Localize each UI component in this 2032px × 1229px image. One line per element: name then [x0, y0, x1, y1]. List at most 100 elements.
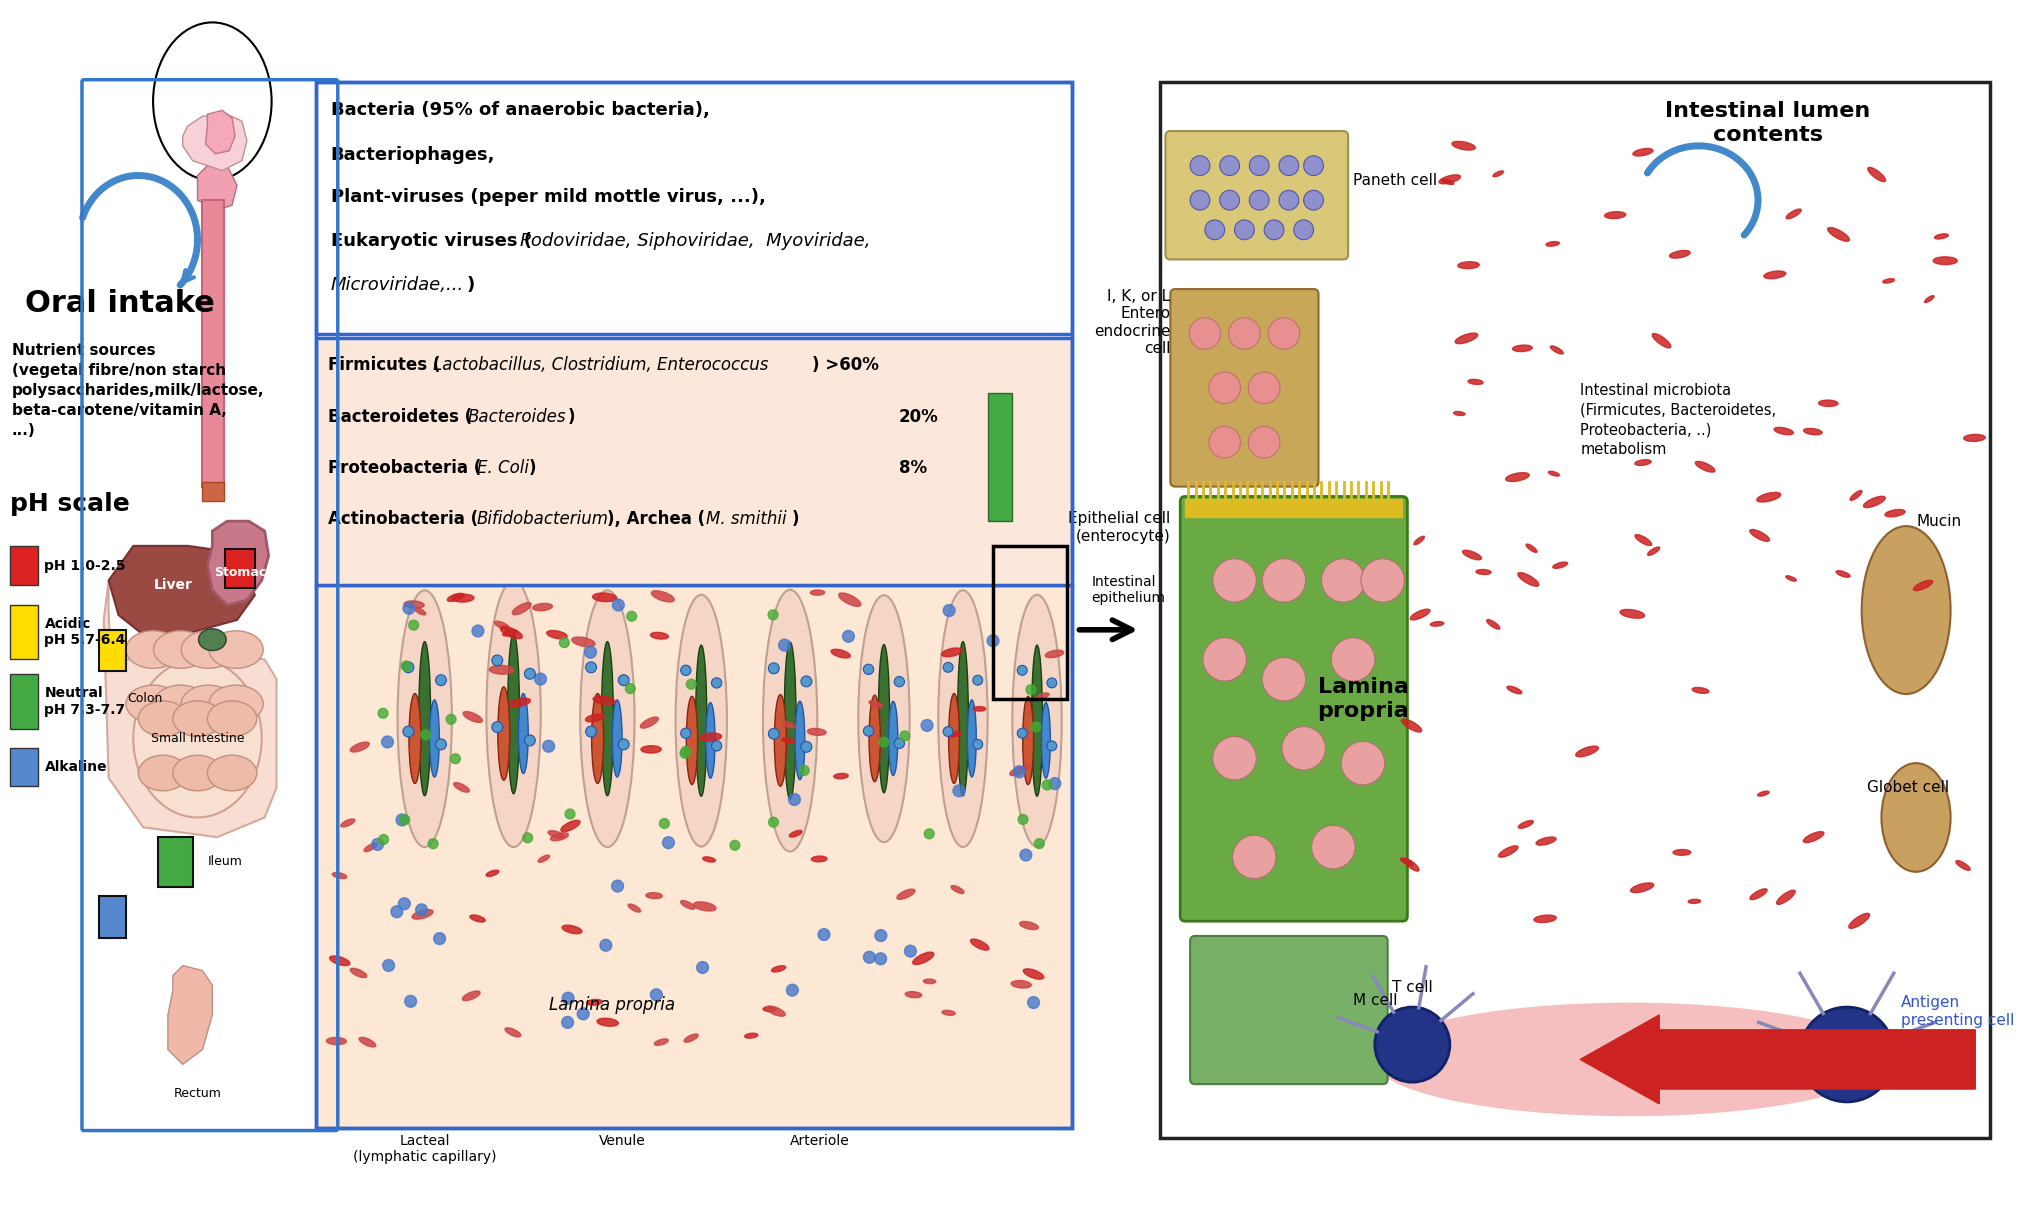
- Ellipse shape: [650, 591, 675, 602]
- Text: Paneth cell: Paneth cell: [1353, 173, 1437, 188]
- Circle shape: [1264, 220, 1284, 240]
- Ellipse shape: [744, 1034, 758, 1039]
- Ellipse shape: [1552, 562, 1567, 568]
- Ellipse shape: [490, 665, 514, 675]
- Text: Intestinal microbiota
(Firmicutes, Bacteroidetes,
Proteobacteria, ..)
metabolism: Intestinal microbiota (Firmicutes, Bacte…: [1579, 383, 1776, 457]
- Polygon shape: [104, 580, 276, 837]
- Circle shape: [801, 676, 811, 687]
- Text: T cell: T cell: [1392, 981, 1433, 995]
- Ellipse shape: [1030, 645, 1042, 796]
- Ellipse shape: [1652, 333, 1670, 348]
- Ellipse shape: [1402, 858, 1418, 871]
- Circle shape: [429, 838, 437, 849]
- FancyBboxPatch shape: [1170, 289, 1319, 487]
- Circle shape: [768, 610, 778, 619]
- Ellipse shape: [1802, 429, 1821, 435]
- Text: Mucin: Mucin: [1914, 514, 1961, 528]
- Circle shape: [626, 611, 636, 621]
- Circle shape: [402, 662, 415, 672]
- Bar: [10, 675, 37, 729]
- Circle shape: [1209, 372, 1240, 403]
- Ellipse shape: [1835, 570, 1849, 578]
- Circle shape: [421, 730, 431, 740]
- Text: Arteriole: Arteriole: [790, 1133, 849, 1148]
- Circle shape: [585, 662, 595, 672]
- Ellipse shape: [1691, 687, 1709, 693]
- Circle shape: [711, 677, 721, 688]
- Ellipse shape: [1774, 428, 1792, 435]
- Bar: [100, 896, 126, 938]
- Ellipse shape: [551, 833, 569, 841]
- Circle shape: [729, 841, 740, 850]
- Ellipse shape: [451, 594, 473, 602]
- Ellipse shape: [181, 685, 236, 723]
- Ellipse shape: [1400, 858, 1412, 865]
- Circle shape: [786, 984, 799, 995]
- Ellipse shape: [331, 873, 347, 879]
- Circle shape: [681, 746, 691, 756]
- Ellipse shape: [512, 602, 530, 614]
- Circle shape: [697, 961, 707, 973]
- Ellipse shape: [1022, 697, 1032, 784]
- Polygon shape: [197, 161, 238, 210]
- Ellipse shape: [951, 886, 963, 893]
- Text: Acidic
pH 5.7-6.4: Acidic pH 5.7-6.4: [45, 617, 126, 648]
- Ellipse shape: [1512, 345, 1532, 351]
- Ellipse shape: [500, 627, 522, 639]
- Ellipse shape: [207, 756, 256, 790]
- Circle shape: [788, 794, 801, 805]
- Polygon shape: [207, 521, 268, 605]
- Ellipse shape: [923, 980, 935, 983]
- Ellipse shape: [329, 956, 350, 966]
- Ellipse shape: [772, 966, 784, 972]
- Circle shape: [400, 661, 410, 671]
- Ellipse shape: [1776, 890, 1794, 905]
- Ellipse shape: [811, 590, 825, 595]
- Circle shape: [1250, 190, 1268, 210]
- Text: Intestinal
epithelium: Intestinal epithelium: [1091, 575, 1164, 606]
- Ellipse shape: [1646, 547, 1658, 556]
- FancyArrow shape: [1579, 1015, 1975, 1104]
- Ellipse shape: [1924, 296, 1932, 302]
- Ellipse shape: [762, 1007, 776, 1011]
- Ellipse shape: [199, 629, 226, 650]
- Circle shape: [451, 753, 459, 763]
- Polygon shape: [108, 546, 254, 634]
- Text: Globet cell: Globet cell: [1865, 780, 1949, 795]
- Circle shape: [415, 903, 427, 916]
- Ellipse shape: [807, 729, 825, 735]
- Ellipse shape: [601, 642, 614, 795]
- Ellipse shape: [1022, 968, 1042, 980]
- Ellipse shape: [469, 916, 486, 922]
- Circle shape: [864, 664, 874, 675]
- Ellipse shape: [941, 648, 961, 656]
- Ellipse shape: [538, 855, 549, 863]
- Ellipse shape: [341, 819, 356, 827]
- Text: E. Coli: E. Coli: [478, 458, 528, 477]
- Circle shape: [1042, 780, 1053, 790]
- Ellipse shape: [695, 645, 707, 796]
- Circle shape: [658, 819, 669, 828]
- Circle shape: [1303, 156, 1323, 176]
- Circle shape: [1227, 318, 1260, 349]
- Ellipse shape: [1912, 580, 1932, 591]
- Text: Blood flow: Blood flow: [1634, 1047, 1782, 1072]
- Circle shape: [400, 815, 410, 825]
- Ellipse shape: [1632, 149, 1652, 156]
- FancyBboxPatch shape: [1189, 936, 1388, 1084]
- Circle shape: [799, 766, 809, 775]
- Text: M. smithii: M. smithii: [705, 510, 786, 528]
- Ellipse shape: [1955, 860, 1969, 870]
- Ellipse shape: [1457, 262, 1479, 269]
- Ellipse shape: [650, 633, 669, 639]
- Text: Intestinal lumen
contents: Intestinal lumen contents: [1664, 102, 1869, 145]
- Circle shape: [768, 729, 778, 739]
- Ellipse shape: [350, 742, 370, 752]
- Circle shape: [920, 719, 933, 731]
- Ellipse shape: [364, 843, 376, 852]
- Text: Lacteal
(lymphatic capillary): Lacteal (lymphatic capillary): [354, 1133, 496, 1164]
- Ellipse shape: [504, 1027, 520, 1037]
- Ellipse shape: [675, 595, 727, 847]
- Text: 20%: 20%: [898, 408, 939, 425]
- Circle shape: [1189, 318, 1219, 349]
